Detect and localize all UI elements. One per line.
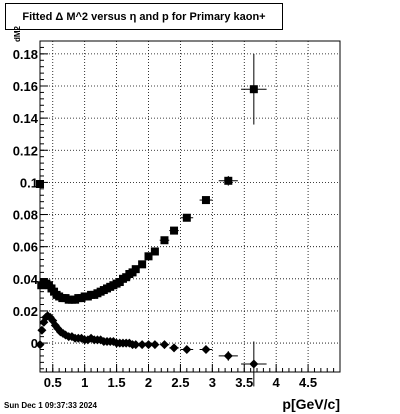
square-marker [144,252,153,261]
diamond-marker [223,351,233,361]
y-axis-label: dM2 [13,26,22,42]
y-tick-label: 0.12 [13,143,38,158]
square-marker [224,176,233,185]
square-marker [201,196,210,205]
diamond-marker [249,359,259,369]
x-tick-label: 2 [145,375,152,390]
square-marker [160,236,169,245]
square-marker [150,247,159,256]
diamond-marker [150,340,160,350]
x-axis-label: p[GeV/c] [282,396,340,412]
y-tick-label: 0.08 [13,208,38,223]
timestamp: Sun Dec 1 09:37:33 2024 [4,401,97,410]
x-tick-label: 4 [273,375,281,390]
square-marker [182,213,191,222]
diamond-marker [159,340,169,350]
grid [40,41,340,372]
square-marker [249,85,258,94]
y-tick-label: 0.18 [13,47,38,62]
y-tick-label: 0.06 [13,240,38,255]
plot-frame [39,40,341,373]
x-tick-label: 3 [209,375,216,390]
diamond-marker [182,345,192,355]
diamond-marker [201,345,211,355]
diamond-marker [137,340,147,350]
x-tick-label: 3.5 [235,375,253,390]
y-tick-label: 0.1 [20,175,38,190]
y-tick-label: 0 [31,336,38,351]
y-tick-label: 0.16 [13,79,38,94]
y-tick-label: 0.04 [13,272,39,287]
square-marker [36,180,44,189]
x-tick-label: 1.5 [108,375,126,390]
y-tick-label: 0.14 [13,111,39,126]
diamond-marker [144,340,154,350]
x-tick-label: 4.5 [299,375,317,390]
square-marker [170,226,179,235]
x-tick-label: 2.5 [171,375,189,390]
diamond-marker [169,343,179,353]
chart-title: Fitted Δ M^2 versus η and p for Primary … [5,3,283,30]
axis-ticks [39,40,341,372]
diamond-marker [37,325,47,335]
axis-tick-labels: 0.5 1 1.5 2 2.5 3 3.5 4 4.5 0 0.02 0.04 0.06 0.08 0.1 0… [13,47,317,390]
data-markers [35,85,259,369]
x-tick-label: 0.5 [44,375,62,390]
y-tick-label: 0.02 [13,304,38,319]
square-marker [138,260,147,269]
square-marker [131,265,140,274]
diamond-marker [35,340,45,350]
diamond-marker [131,340,141,350]
x-tick-label: 1 [81,375,88,390]
